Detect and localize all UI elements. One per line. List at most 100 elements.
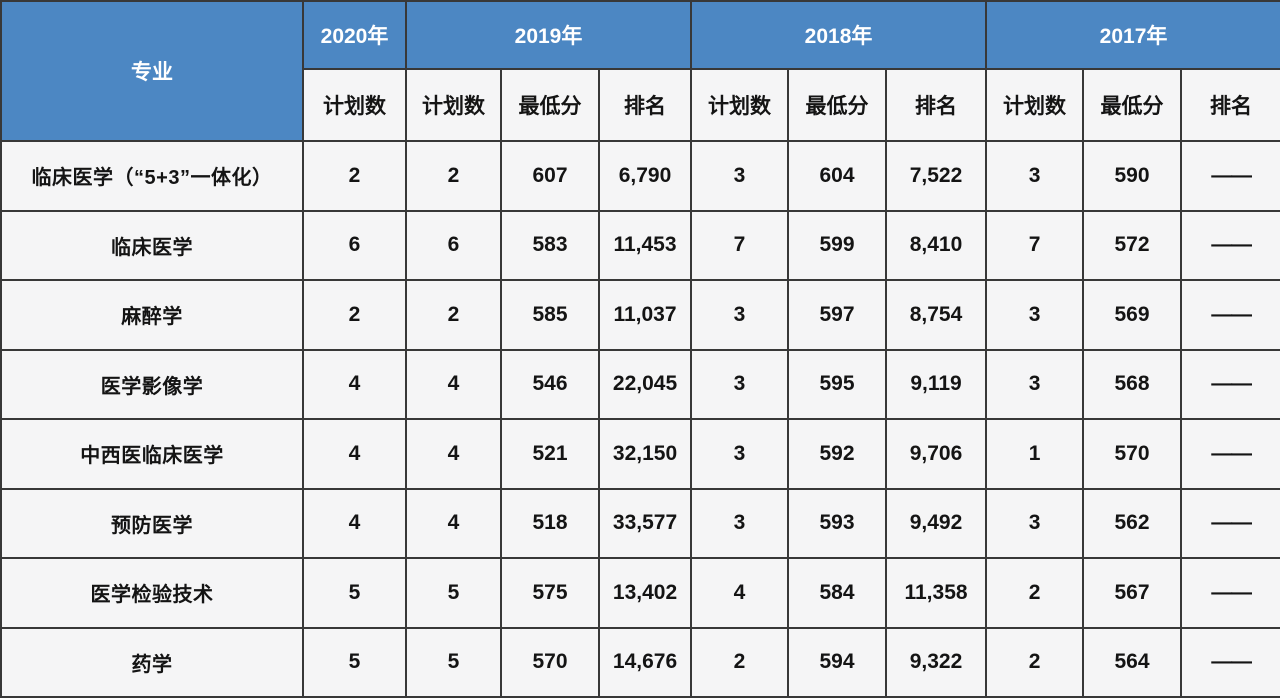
table-cell: —— (1180, 209, 1280, 281)
table-cell: 11,453 (597, 209, 693, 281)
table-cell: 11,358 (885, 557, 988, 629)
year-header-row: 专业 2020年 2019年 2018年 2017年 (0, 0, 1280, 142)
table-cell: —— (1180, 348, 1280, 420)
table-cell: 7 (690, 209, 790, 281)
table-cell: 583 (500, 209, 600, 281)
major-cell: 临床医学（“5+3”一体化） (0, 140, 304, 212)
table-cell: 33,577 (597, 487, 693, 559)
table-cell: 5 (302, 626, 407, 698)
table-cell: 4 (302, 418, 407, 490)
table-cell: 3 (690, 418, 790, 490)
table-cell: 3 (985, 487, 1085, 559)
table-cell: 5 (302, 557, 407, 629)
table-cell: 8,410 (885, 209, 988, 281)
table-cell: 22,045 (597, 348, 693, 420)
table-cell: 564 (1082, 626, 1183, 698)
table-cell: 4 (405, 348, 502, 420)
table-row: 麻醉学 2 2 585 11,037 3 597 8,754 3 569 —— (0, 279, 1280, 351)
table-cell: 3 (690, 487, 790, 559)
table-cell: 594 (787, 626, 888, 698)
table-cell: 567 (1082, 557, 1183, 629)
table-cell: 5 (405, 557, 502, 629)
col-header-2017-plan: 计划数 (985, 68, 1085, 142)
table-cell: 2 (405, 140, 502, 212)
table-cell: —— (1180, 557, 1280, 629)
col-header-2019-plan: 计划数 (405, 68, 502, 142)
col-header-2019-rank: 排名 (597, 68, 693, 142)
table-cell: 3 (690, 348, 790, 420)
col-header-2020-plan: 计划数 (302, 68, 407, 142)
major-cell: 药学 (0, 626, 304, 698)
major-cell: 医学影像学 (0, 348, 304, 420)
table-cell: 6 (302, 209, 407, 281)
major-cell: 中西医临床医学 (0, 418, 304, 490)
table-cell: 11,037 (597, 279, 693, 351)
table-cell: 597 (787, 279, 888, 351)
table-cell: 575 (500, 557, 600, 629)
table-cell: 1 (985, 418, 1085, 490)
table-cell: 572 (1082, 209, 1183, 281)
table-cell: 521 (500, 418, 600, 490)
col-header-2018-minscore: 最低分 (787, 68, 888, 142)
table-cell: 5 (405, 626, 502, 698)
table-cell: 568 (1082, 348, 1183, 420)
major-cell: 预防医学 (0, 487, 304, 559)
table-cell: —— (1180, 140, 1280, 212)
table-cell: 590 (1082, 140, 1183, 212)
table-cell: —— (1180, 626, 1280, 698)
table-cell: 584 (787, 557, 888, 629)
table-row: 中西医临床医学 4 4 521 32,150 3 592 9,706 1 570… (0, 418, 1280, 490)
table-row: 临床医学 6 6 583 11,453 7 599 8,410 7 572 —— (0, 209, 1280, 281)
major-cell: 临床医学 (0, 209, 304, 281)
major-cell: 医学检验技术 (0, 557, 304, 629)
table-cell: 7,522 (885, 140, 988, 212)
year-header-2017: 2017年 (985, 0, 1280, 70)
table-cell: 3 (985, 140, 1085, 212)
table-cell: 32,150 (597, 418, 693, 490)
table-cell: 2 (302, 140, 407, 212)
table-cell: 562 (1082, 487, 1183, 559)
table-cell: 593 (787, 487, 888, 559)
table-cell: 6,790 (597, 140, 693, 212)
table-cell: 585 (500, 279, 600, 351)
table-cell: 9,706 (885, 418, 988, 490)
table-cell: —— (1180, 418, 1280, 490)
table-cell: 4 (405, 418, 502, 490)
table-cell: 9,322 (885, 626, 988, 698)
table-cell: 7 (985, 209, 1085, 281)
table-cell: 4 (405, 487, 502, 559)
table-cell: 2 (690, 626, 790, 698)
table-row: 药学 5 5 570 14,676 2 594 9,322 2 564 —— (0, 626, 1280, 698)
year-header-2020: 2020年 (302, 0, 407, 70)
table-cell: 8,754 (885, 279, 988, 351)
table-cell: 570 (500, 626, 600, 698)
major-cell: 麻醉学 (0, 279, 304, 351)
table-cell: 9,119 (885, 348, 988, 420)
table-row: 医学影像学 4 4 546 22,045 3 595 9,119 3 568 —… (0, 348, 1280, 420)
table-cell: 3 (985, 348, 1085, 420)
table-cell: 599 (787, 209, 888, 281)
table-cell: 3 (690, 279, 790, 351)
table-cell: 3 (690, 140, 790, 212)
col-header-2017-minscore: 最低分 (1082, 68, 1183, 142)
table-cell: 518 (500, 487, 600, 559)
table-cell: 13,402 (597, 557, 693, 629)
table-row: 临床医学（“5+3”一体化） 2 2 607 6,790 3 604 7,522… (0, 140, 1280, 212)
col-header-2019-minscore: 最低分 (500, 68, 600, 142)
table-cell: 569 (1082, 279, 1183, 351)
table-cell: 3 (985, 279, 1085, 351)
table-cell: 592 (787, 418, 888, 490)
table-cell: 4 (690, 557, 790, 629)
table-cell: 2 (985, 626, 1085, 698)
year-header-2018: 2018年 (690, 0, 988, 70)
table-cell: 607 (500, 140, 600, 212)
table-cell: 2 (405, 279, 502, 351)
col-header-2018-plan: 计划数 (690, 68, 790, 142)
col-header-2017-rank: 排名 (1180, 68, 1280, 142)
table-cell: 595 (787, 348, 888, 420)
table-cell: —— (1180, 279, 1280, 351)
table-cell: 2 (985, 557, 1085, 629)
subheader-row: 计划数 计划数 最低分 排名 计划数 最低分 排名 计划数 最低分 排名 (1, 68, 1280, 142)
